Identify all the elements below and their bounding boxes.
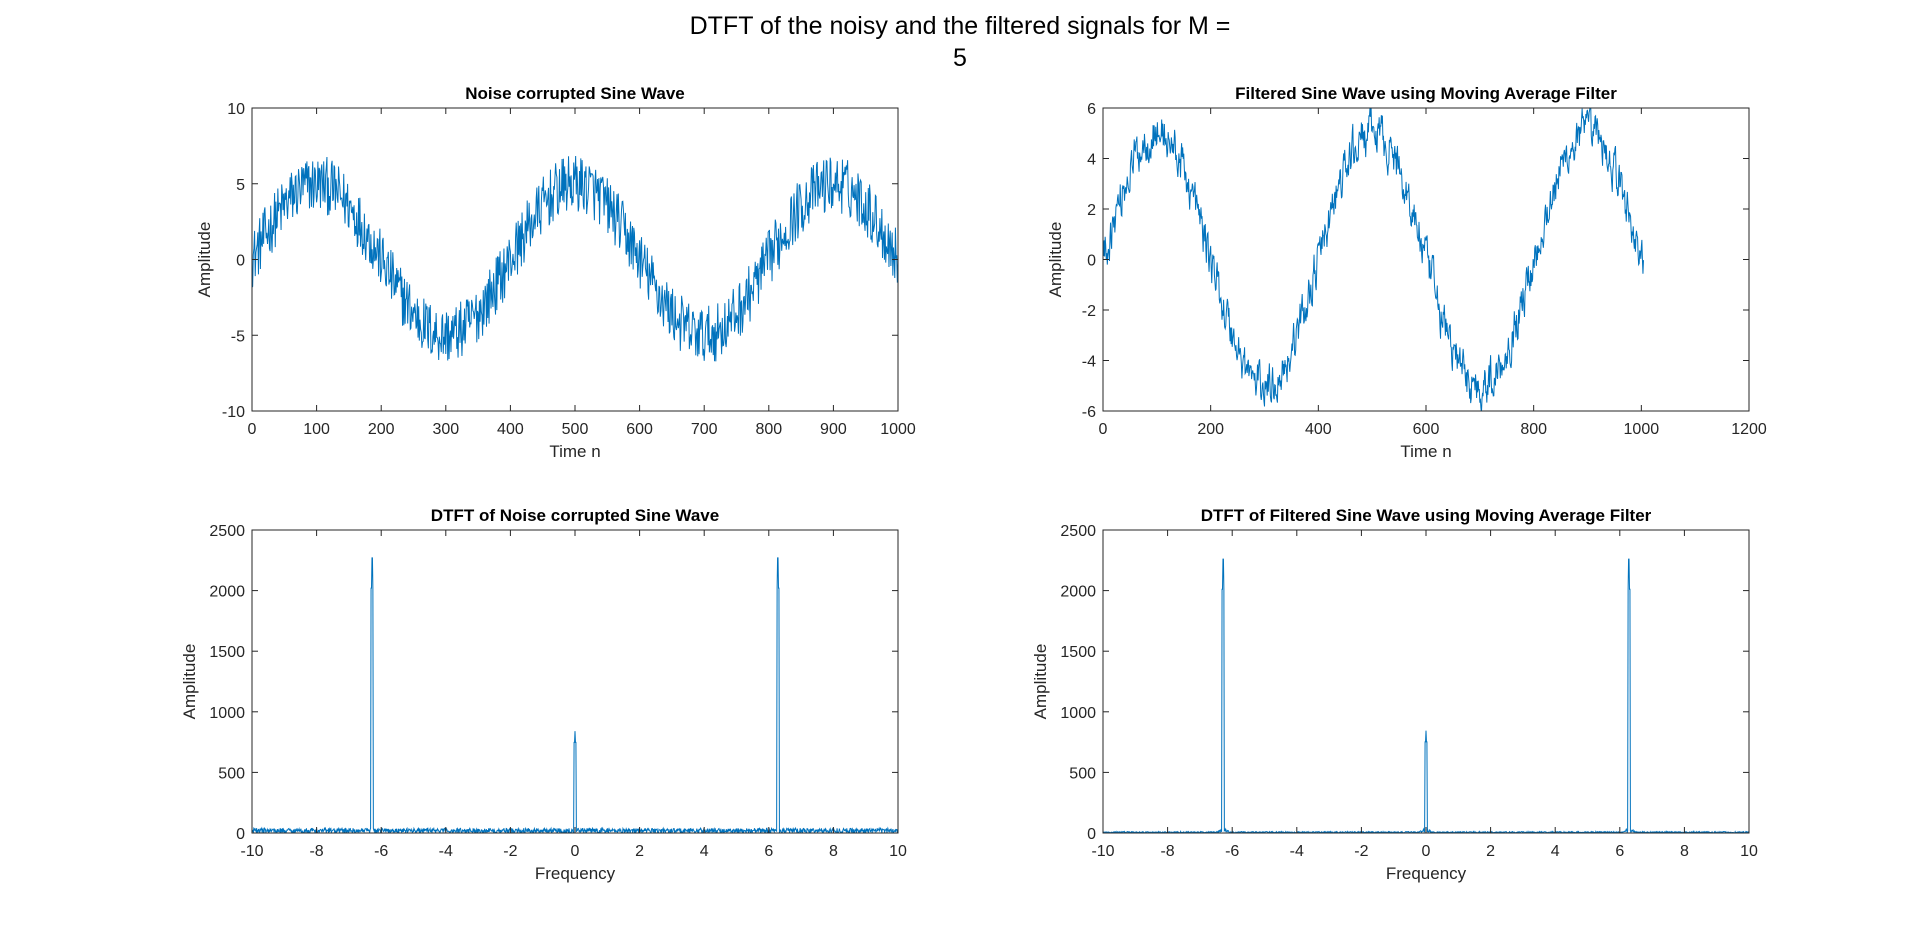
axes-box: [1102, 107, 1750, 412]
x-tick-label: 200: [368, 421, 395, 438]
subplot-4: -10 -8 -6 -4 -2 0 2 4 6 8 10 0 500 1000 1500 2000 2500 DT…: [1031, 506, 1758, 883]
y-tick-label: 1500: [1060, 644, 1096, 661]
y-tick-label: -2: [1082, 303, 1096, 320]
y-tick-label: 2500: [209, 523, 245, 540]
y-axis-label: Amplitude: [195, 222, 214, 298]
y-tick-label: -6: [1082, 404, 1096, 421]
y-tick-label: 4: [1087, 152, 1096, 169]
x-tick-label: 1000: [880, 421, 916, 438]
y-tick-label: 1500: [209, 644, 245, 661]
x-tick-label: -4: [1290, 843, 1304, 860]
y-axis-label: Amplitude: [1031, 644, 1050, 720]
x-tick-label: 8: [829, 843, 838, 860]
y-tick-label: 2000: [1060, 584, 1096, 601]
x-axis-label: Time n: [549, 442, 600, 461]
x-tick-label: 4: [700, 843, 709, 860]
y-tick-label: 2: [1087, 202, 1096, 219]
y-tick-label: -10: [222, 404, 245, 421]
x-tick-label: 400: [1305, 421, 1332, 438]
x-tick-label: -2: [1354, 843, 1368, 860]
x-axis-label: Frequency: [1386, 864, 1467, 883]
x-tick-label: 300: [432, 421, 459, 438]
x-tick-label: 800: [1520, 421, 1547, 438]
series-line: [1103, 108, 1644, 411]
x-tick-label: -6: [374, 843, 388, 860]
x-tick-label: 1000: [1624, 421, 1660, 438]
x-tick-label: 100: [303, 421, 330, 438]
x-tick-label: -4: [439, 843, 453, 860]
x-tick-label: 4: [1551, 843, 1560, 860]
y-tick-label: 10: [227, 101, 245, 118]
y-tick-label: 500: [1069, 765, 1096, 782]
x-tick-label: 2: [635, 843, 644, 860]
x-tick-label: 500: [562, 421, 589, 438]
x-tick-label: 6: [764, 843, 773, 860]
x-tick-label: -6: [1225, 843, 1239, 860]
figure-title-line-2: 5: [953, 44, 967, 72]
x-tick-label: 400: [497, 421, 524, 438]
x-tick-label: 10: [1740, 843, 1758, 860]
x-tick-label: 700: [691, 421, 718, 438]
y-tick-label: 2000: [209, 584, 245, 601]
y-axis-label: Amplitude: [180, 644, 199, 720]
y-tick-label: 500: [218, 765, 245, 782]
series-line: [1103, 558, 1749, 833]
figure-title: DTFT of the noisy and the filtered signa…: [0, 10, 1920, 74]
axes-box: [1102, 529, 1750, 834]
x-tick-label: -8: [1160, 843, 1174, 860]
x-tick-label: 600: [1413, 421, 1440, 438]
y-tick-label: 0: [236, 826, 245, 843]
x-tick-label: -2: [503, 843, 517, 860]
subplot-3: -10 -8 -6 -4 -2 0 2 4 6 8 10 0 500 1000 1500 2000 2500 DT…: [180, 506, 907, 883]
subplot-title: DTFT of Noise corrupted Sine Wave: [431, 506, 719, 525]
x-tick-label: 2: [1486, 843, 1495, 860]
y-tick-label: 2500: [1060, 523, 1096, 540]
x-tick-label: 800: [755, 421, 782, 438]
subplot-1: 0 100 200 300 400 500 600 700 800 900 1000 -10 -5 0 5 1…: [195, 84, 916, 461]
series-line: [252, 557, 898, 833]
x-tick-label: 1200: [1731, 421, 1767, 438]
y-tick-label: 5: [236, 177, 245, 194]
y-tick-label: 0: [236, 253, 245, 270]
x-tick-label: 900: [820, 421, 847, 438]
y-tick-label: 0: [1087, 253, 1096, 270]
x-tick-label: -10: [1091, 843, 1114, 860]
x-tick-label: 200: [1197, 421, 1224, 438]
subplot-title: Noise corrupted Sine Wave: [465, 84, 684, 103]
y-tick-label: 0: [1087, 826, 1096, 843]
axes-box: [251, 107, 899, 412]
subplot-2: 0 200 400 600 800 1000 1200 -6 -4 -2 0 2 4 6 Filtered …: [1046, 84, 1767, 461]
subplot-title: DTFT of Filtered Sine Wave using Moving …: [1201, 506, 1652, 525]
x-tick-label: 8: [1680, 843, 1689, 860]
axes-box: [251, 529, 899, 834]
x-axis-label: Time n: [1400, 442, 1451, 461]
x-axis-label: Frequency: [535, 864, 616, 883]
y-tick-label: 1000: [209, 705, 245, 722]
y-tick-label: -5: [231, 328, 245, 345]
x-tick-label: -10: [240, 843, 263, 860]
x-tick-label: 10: [889, 843, 907, 860]
x-tick-label: 0: [1422, 843, 1431, 860]
y-tick-label: 1000: [1060, 705, 1096, 722]
x-tick-label: 0: [248, 421, 257, 438]
y-axis-label: Amplitude: [1046, 222, 1065, 298]
figure-title-line-1: DTFT of the noisy and the filtered signa…: [689, 12, 1231, 40]
y-tick-label: -4: [1082, 354, 1096, 371]
x-tick-label: 0: [571, 843, 580, 860]
x-tick-label: 0: [1099, 421, 1108, 438]
series-line: [252, 156, 898, 362]
subplot-title: Filtered Sine Wave using Moving Average …: [1235, 84, 1617, 103]
x-tick-label: 6: [1615, 843, 1624, 860]
y-tick-label: 6: [1087, 101, 1096, 118]
x-tick-label: -8: [309, 843, 323, 860]
x-tick-label: 600: [626, 421, 653, 438]
